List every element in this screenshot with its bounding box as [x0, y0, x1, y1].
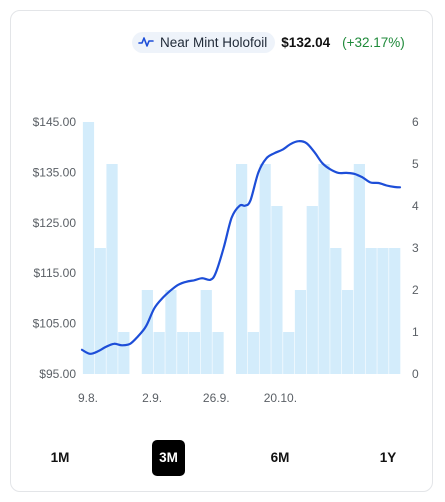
price-line-path [80, 140, 402, 355]
volume-bar [118, 332, 130, 374]
y-right-tick-label: 5 [412, 157, 419, 171]
x-axis: 9.8. 2.9. 26.9. 20.10. [78, 391, 297, 405]
range-button-6m[interactable]: 6M [270, 450, 290, 465]
y-left-tick-label: $95.00 [39, 367, 76, 381]
line-chart-icon [138, 37, 154, 47]
volume-bar [318, 164, 330, 374]
volume-bar [389, 248, 401, 374]
y-right-tick-label: 1 [412, 325, 419, 339]
legend-chip[interactable]: Near Mint Holofoil [132, 31, 276, 53]
volume-bar [259, 164, 271, 374]
y-left-tick-label: $145.00 [33, 115, 77, 129]
volume-bar [200, 290, 212, 374]
volume-bar [188, 332, 201, 374]
x-tick-label: 20.10. [264, 391, 297, 405]
price-change: (+32.17%) [342, 34, 405, 50]
volume-bar [330, 248, 342, 374]
volume-bar [106, 164, 118, 374]
range-button-1y[interactable]: 1Y [379, 450, 397, 465]
range-button-1m[interactable]: 1M [50, 450, 70, 465]
y-axis-right: 6 5 4 3 2 1 0 [412, 115, 419, 381]
current-price: $132.04 [281, 34, 331, 50]
chart-legend: Near Mint Holofoil $132.04 (+32.17%) [132, 30, 405, 54]
price-line [80, 140, 402, 355]
volume-bar [365, 248, 377, 374]
y-axis-left: $145.00 $135.00 $125.00 $115.00 $105.00 $95.0… [33, 115, 77, 381]
y-left-tick-label: $135.00 [33, 165, 77, 179]
y-right-tick-label: 4 [412, 199, 419, 213]
x-tick-label: 26.9. [203, 391, 230, 405]
legend-series-label: Near Mint Holofoil [160, 34, 268, 50]
volume-bar [212, 332, 224, 374]
volume-bar [236, 164, 248, 374]
y-left-tick-label: $115.00 [34, 266, 77, 280]
y-right-tick-label: 0 [412, 367, 419, 381]
volume-bar [165, 290, 177, 374]
volume-bar [377, 248, 389, 374]
volume-bar [82, 122, 95, 374]
volume-bar [294, 290, 307, 374]
volume-bar [353, 164, 365, 374]
volume-bar [306, 206, 318, 374]
volume-bar [177, 332, 189, 374]
range-selector: 1M 3M 6M 1Y [0, 440, 445, 476]
volume-bar [283, 332, 295, 374]
y-right-tick-label: 6 [412, 115, 419, 129]
volume-bar [153, 332, 165, 374]
x-tick-label: 2.9. [142, 391, 162, 405]
volume-bar [271, 206, 283, 374]
x-tick-label: 9.8. [78, 391, 98, 405]
volume-bars [82, 122, 401, 374]
y-left-tick-label: $125.00 [33, 216, 77, 230]
price-chart: $145.00 $135.00 $125.00 $115.00 $105.00 $95.0… [33, 115, 419, 405]
volume-bar [94, 248, 106, 374]
range-button-3m[interactable]: 3M [152, 440, 185, 476]
y-left-tick-label: $105.00 [33, 317, 77, 331]
volume-bar [247, 332, 259, 374]
volume-bar [141, 290, 153, 374]
volume-bar [342, 290, 354, 374]
y-right-tick-label: 3 [412, 241, 419, 255]
y-right-tick-label: 2 [412, 283, 419, 297]
